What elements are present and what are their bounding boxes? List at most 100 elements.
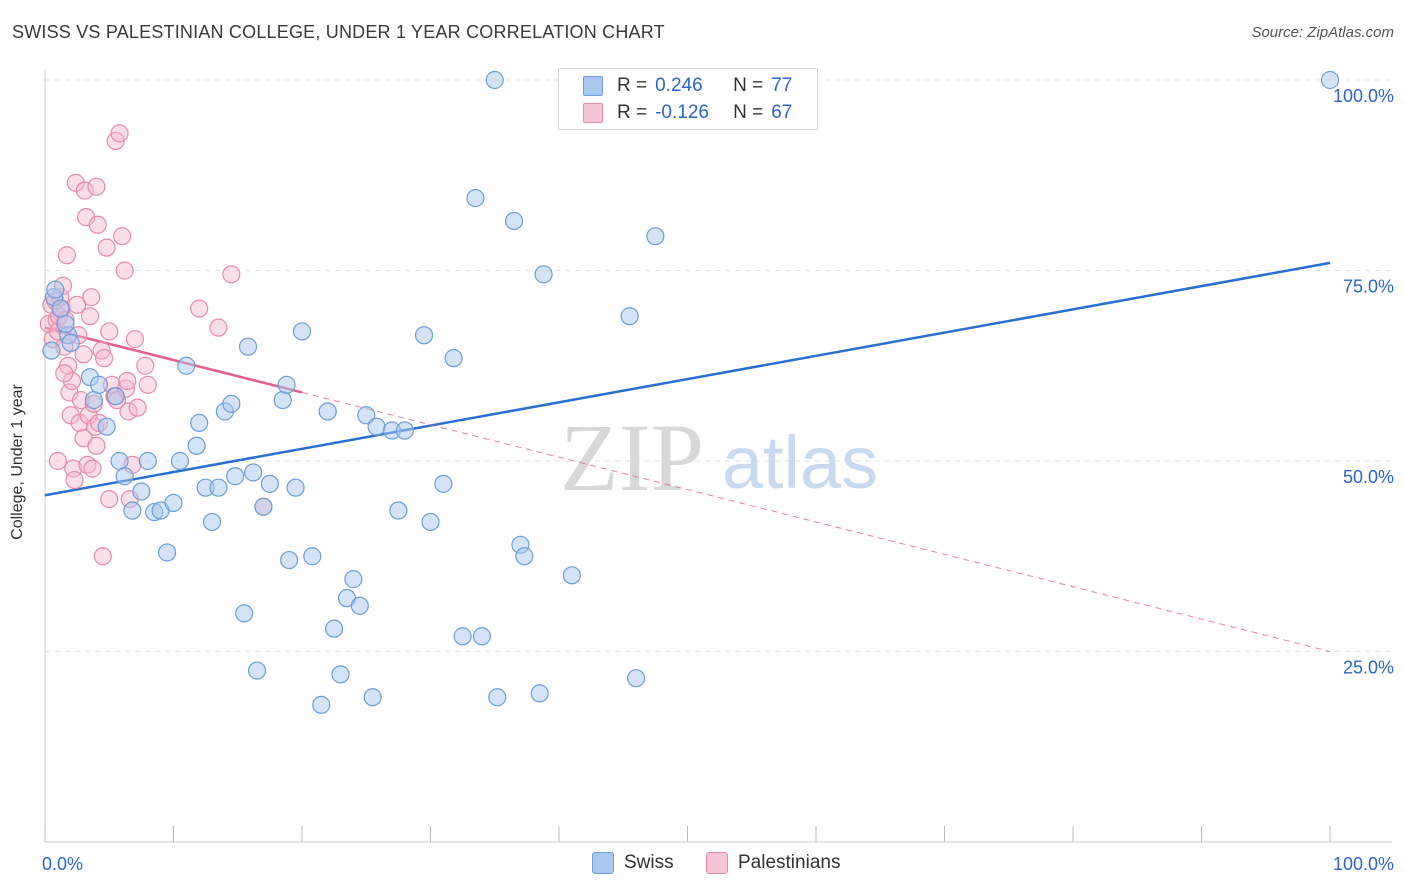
swiss-point xyxy=(177,356,196,375)
swiss-point xyxy=(344,570,363,589)
swiss-point xyxy=(97,417,116,436)
swiss-point xyxy=(318,402,337,421)
swiss-point xyxy=(238,337,258,356)
swiss-point xyxy=(434,474,453,493)
swiss-point xyxy=(42,341,61,360)
palestinians-point xyxy=(118,371,137,391)
palestinians-point xyxy=(115,261,134,280)
swiss-point xyxy=(84,390,103,410)
swiss-trend-line xyxy=(44,261,1331,497)
swiss-point xyxy=(123,501,142,520)
swiss-point xyxy=(56,314,75,333)
swiss-point xyxy=(138,451,157,471)
swiss-point xyxy=(187,436,206,455)
y-tick-label: 75.0% xyxy=(1343,277,1394,297)
watermark-atlas: atlas xyxy=(722,421,878,504)
legend-pal-n-label: N = xyxy=(733,102,764,123)
palestinians-point xyxy=(87,177,106,196)
palestinians-point xyxy=(97,238,116,257)
legend-swiss-r-value: 0.246 xyxy=(655,75,703,96)
palestinians-point xyxy=(55,364,74,383)
swiss-point xyxy=(235,604,254,623)
swiss-point xyxy=(312,695,331,714)
swiss-point xyxy=(504,211,524,231)
swiss-point xyxy=(453,627,472,646)
palestinians-point xyxy=(75,181,94,200)
palestinians-point xyxy=(136,356,155,375)
swiss-point xyxy=(530,684,549,703)
palestinians-point xyxy=(222,265,241,284)
palestinians-point xyxy=(128,398,147,417)
swiss-point xyxy=(444,349,463,368)
swiss-point xyxy=(254,497,273,516)
x-tick-label: 100.0% xyxy=(1333,854,1394,874)
palestinians-point xyxy=(209,318,228,337)
swiss-point xyxy=(222,394,241,413)
watermark-zip: ZIP xyxy=(560,404,704,511)
tick-labels: 25.0% 50.0% 75.0% 100.0% 0.0% 100.0% xyxy=(42,86,1394,874)
palestinians-point xyxy=(112,227,132,246)
palestinians-point xyxy=(57,246,76,265)
swiss-point xyxy=(244,463,263,482)
palestinians-point xyxy=(100,322,119,341)
swiss-point xyxy=(363,688,382,707)
y-axis-label: College, Under 1 year xyxy=(9,384,26,540)
swiss-point xyxy=(286,478,305,497)
palestinians-trend-line-solid xyxy=(44,326,303,394)
legend-swatch-swiss xyxy=(583,76,603,96)
legend-swiss-n-value: 77 xyxy=(771,75,793,96)
palestinians-point xyxy=(125,329,145,349)
grid-lines xyxy=(45,79,1392,652)
swiss-point xyxy=(209,478,228,497)
bottom-legend-label-palestinians: Palestinians xyxy=(738,852,841,873)
swiss-points xyxy=(42,70,1340,714)
swiss-point xyxy=(51,299,70,318)
swiss-point xyxy=(61,333,80,352)
palestinians-point xyxy=(100,490,119,509)
swiss-point xyxy=(562,566,581,585)
swiss-point xyxy=(620,307,639,326)
bottom-legend-swatch-palestinians xyxy=(706,852,728,874)
palestinians-point xyxy=(119,402,138,421)
palestinians-point xyxy=(82,288,101,307)
x-tick-label: 0.0% xyxy=(42,854,83,874)
palestinians-point xyxy=(74,345,93,364)
palestinians-point xyxy=(95,349,114,368)
swiss-point xyxy=(367,417,386,436)
palestinians-point xyxy=(138,375,157,394)
swiss-point xyxy=(46,280,65,299)
bottom-legend-palestinians: Palestinians xyxy=(706,852,840,874)
swiss-point xyxy=(357,406,376,425)
stats-legend: R = 0.246 N = 77 R = -0.126 N = 67 xyxy=(558,68,818,130)
swiss-point xyxy=(280,550,299,570)
legend-swiss-n-label: N = xyxy=(733,75,764,96)
legend-pal-r-value: -0.126 xyxy=(655,102,709,123)
palestinians-point xyxy=(88,215,107,234)
y-tick-label: 100.0% xyxy=(1333,86,1394,106)
swiss-point xyxy=(421,512,440,532)
legend-row-palestinians: R = -0.126 N = 67 xyxy=(583,101,792,125)
swiss-point xyxy=(1320,70,1340,90)
palestinians-point xyxy=(87,436,106,455)
swiss-point xyxy=(132,482,151,501)
swiss-point xyxy=(395,421,414,440)
swiss-point xyxy=(115,467,134,486)
source-label: Source: ZipAtlas.com xyxy=(1251,24,1394,41)
swiss-point xyxy=(292,322,312,341)
swiss-point xyxy=(331,665,350,684)
trend-lines xyxy=(44,261,1331,652)
swiss-point xyxy=(472,627,491,646)
swiss-point xyxy=(350,596,369,615)
chart-title: SWISS VS PALESTINIAN COLLEGE, UNDER 1 YE… xyxy=(12,22,665,42)
palestinians-point xyxy=(190,299,209,318)
palestinians-trend-line-dashed xyxy=(301,391,1331,652)
swiss-point xyxy=(106,387,125,406)
swiss-point xyxy=(325,619,344,638)
swiss-point xyxy=(303,547,322,566)
palestinians-point xyxy=(80,307,100,326)
swiss-point xyxy=(277,375,296,394)
swiss-point xyxy=(626,669,646,688)
palestinians-point xyxy=(83,459,102,478)
legend-pal-r-label: R = xyxy=(617,102,648,123)
